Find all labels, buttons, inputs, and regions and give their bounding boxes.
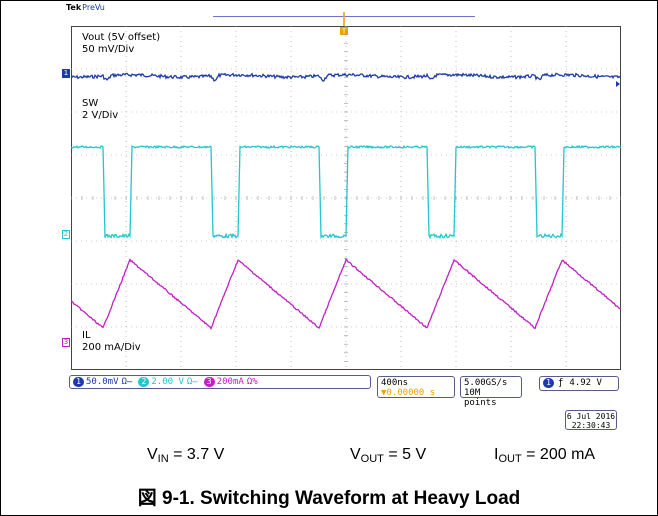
vout-condition: VOUT = 5 V [350, 446, 426, 465]
scope-brand: TekPreVu [66, 3, 105, 12]
ch2-status-suffix: Ω̶ [186, 377, 198, 387]
trigger-status-box: 1 ƒ 4.92 V [539, 376, 619, 391]
ch3-ground-marker: 3 [62, 338, 70, 347]
ch1-ground-marker: 1 [62, 69, 70, 78]
vout-symbol: V [350, 446, 361, 463]
sample-rate: 5.00GS/s [464, 378, 508, 388]
ch1-name-label: Vout (5V offset) [82, 32, 161, 43]
ch1-status-suffix: Ω̶ [121, 377, 133, 387]
ch2-scale-label: 2 V/Div [82, 110, 119, 121]
ch1-right-arrow [616, 81, 620, 87]
ch3-name-label: IL [82, 330, 91, 341]
ch2-name-label: SW [82, 98, 99, 109]
trigger-source-badge: 1 [543, 378, 554, 388]
iout-subscript: OUT [498, 453, 522, 465]
ch3-scale-label: 200 mA/Div [82, 342, 141, 353]
trigger-marker-text: T [341, 28, 347, 36]
trigger-level: 4.92 V [569, 378, 602, 388]
ch1-scale-label: 50 mV/Div [82, 44, 135, 55]
vin-condition: VIN = 3.7 V [147, 446, 224, 465]
ch3-status-suffix: Ω% [246, 377, 258, 387]
ch3-status-badge: 3 [203, 377, 215, 387]
capture-time: 22:30:43 [571, 421, 611, 430]
ch2-status-badge: 2 [138, 377, 150, 387]
vout-value: = 5 V [383, 446, 427, 463]
vout-subscript: OUT [360, 453, 384, 465]
ch2-trace [71, 144, 621, 240]
vin-subscript: IN [157, 453, 169, 465]
figure-caption: 図 9-1. Switching Waveform at Heavy Load [137, 488, 521, 509]
datetime-box: 6 Jul 2016 22:30:43 [565, 410, 617, 430]
ch1-trace [71, 72, 621, 82]
brand-label: Tek [66, 3, 82, 12]
timebase-div: 400ns [381, 378, 409, 388]
vin-value: = 3.7 V [168, 446, 225, 463]
sample-rate-box: 5.00GS/s 10M points [460, 376, 522, 408]
ch2-ground-marker: 2 [62, 230, 70, 239]
trigger-position-marker: T [340, 12, 348, 36]
ch3-status-value: 200mA [216, 377, 244, 387]
ch2-status-value: 2.00 V [151, 377, 184, 387]
iout-value: = 200 mA [521, 446, 596, 463]
record-length: 10M points [464, 388, 497, 408]
capture-date: 6 Jul 2016 [566, 412, 616, 421]
iout-condition: IOUT = 200 mA [494, 446, 595, 465]
ch1-status-value: 50.0mV [86, 377, 119, 387]
ch1-status-badge: 1 [73, 377, 84, 387]
trigger-position: ▼0.00000 s [381, 388, 436, 398]
mode-label: PreVu [82, 3, 105, 12]
waveform-screen [71, 26, 621, 370]
iout-symbol: I [494, 446, 499, 463]
trigger-slope-icon: ƒ [558, 378, 564, 388]
ch3-trace [71, 258, 621, 330]
timebase-box: 400ns ▼0.00000 s [377, 376, 455, 398]
vin-symbol: V [147, 446, 158, 463]
channel-status-bar: 1 50.0mV Ω̶ 2 2.00 V Ω̶ 3 200mA Ω% [69, 375, 371, 389]
